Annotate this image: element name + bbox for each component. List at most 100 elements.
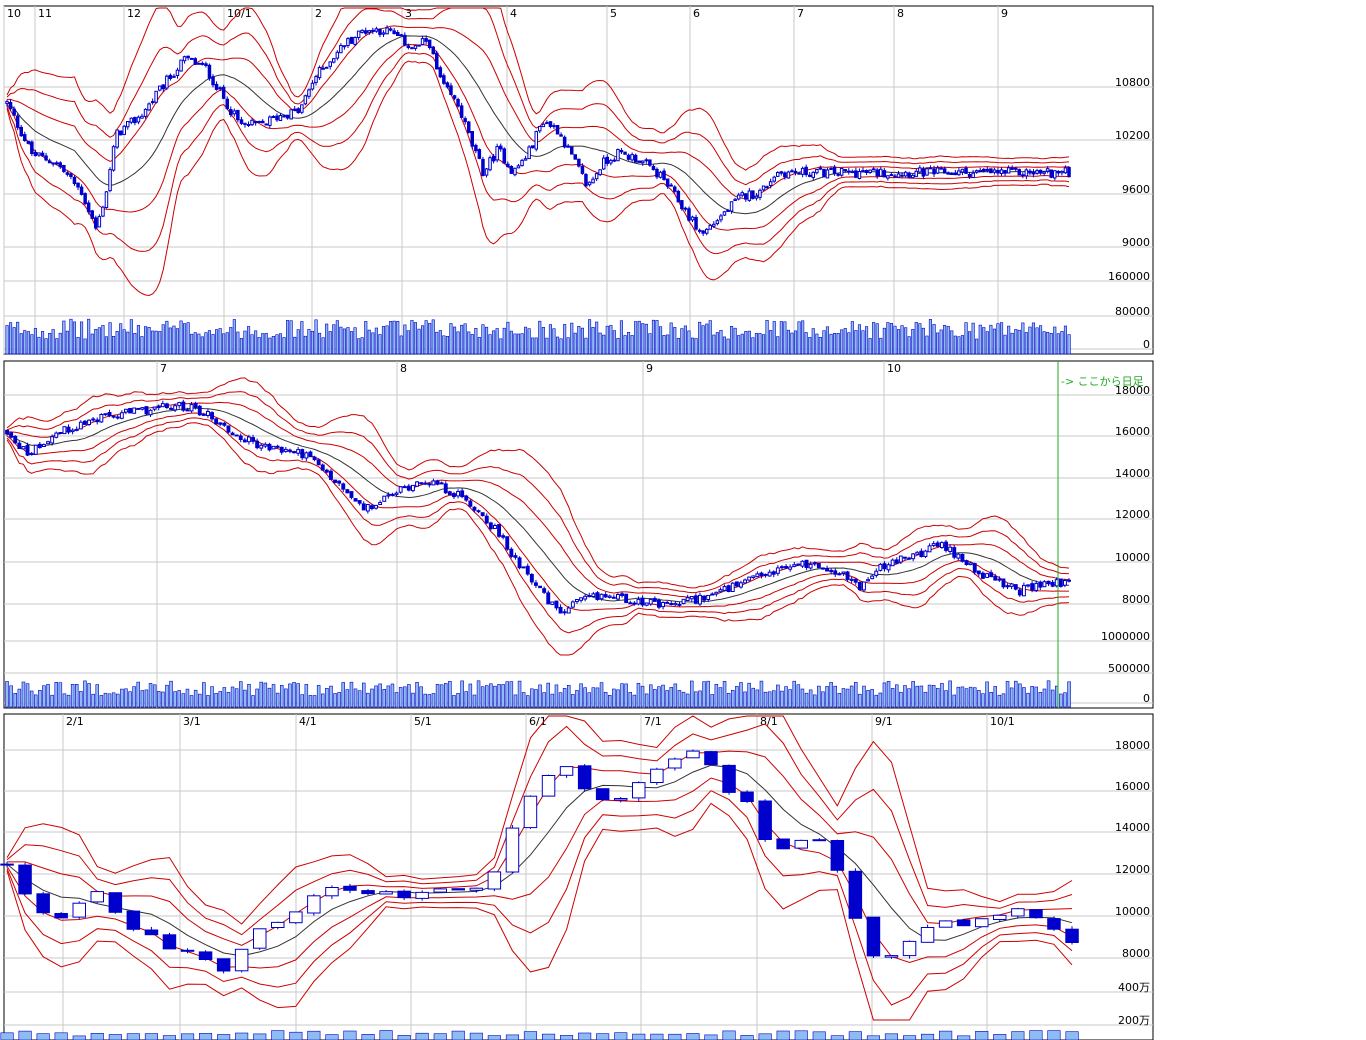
candle-body	[921, 168, 926, 177]
volume-bar	[521, 692, 526, 708]
x-tick-label: 5/1	[414, 715, 432, 728]
candle-body	[107, 412, 112, 417]
candle-body	[484, 168, 489, 176]
volume-bar	[653, 689, 657, 708]
volume-bar	[312, 695, 317, 708]
candle-body	[300, 104, 304, 113]
volume-bar	[882, 682, 887, 708]
volume-bar	[497, 684, 501, 708]
candle-body	[1021, 174, 1025, 177]
volume-bar	[804, 332, 808, 355]
volume-bar	[694, 338, 698, 355]
candle-body	[87, 419, 91, 426]
volume-bar	[558, 692, 563, 708]
candle-body	[316, 459, 321, 466]
volume-bar	[737, 335, 741, 355]
candle-body	[335, 51, 340, 59]
volume-bar	[698, 690, 702, 708]
volume-bar	[706, 680, 710, 708]
volume-bar	[555, 336, 560, 355]
candle-body	[410, 47, 414, 50]
candle-body	[509, 166, 514, 174]
candle-body	[476, 510, 481, 513]
volume-bar	[435, 331, 439, 355]
volume-bar	[817, 685, 821, 708]
volume-bar	[1056, 333, 1060, 355]
volume-bar	[349, 331, 354, 355]
volume-bar	[797, 321, 801, 355]
candle-body	[715, 220, 720, 225]
candle-body	[768, 181, 773, 186]
volume-bar	[662, 334, 666, 355]
candle-body	[431, 480, 436, 486]
volume-bar	[624, 683, 628, 708]
x-tick-label: 2	[315, 7, 322, 20]
volume-bar	[214, 693, 218, 708]
volume-bar	[419, 686, 423, 708]
candle-body	[158, 85, 162, 91]
candle-body	[534, 131, 538, 150]
volume-bar	[193, 689, 198, 708]
volume-bar	[157, 691, 161, 708]
candle-body	[505, 536, 510, 550]
volume-bar	[661, 684, 665, 708]
volume-bar	[743, 691, 747, 708]
volume-bar	[23, 330, 27, 355]
volume-bar	[346, 327, 350, 355]
candle-body	[730, 582, 735, 593]
volume-bar	[673, 327, 677, 355]
volume-bar	[595, 687, 600, 708]
candle-body	[598, 169, 602, 176]
volume-bar	[952, 694, 956, 708]
candle-body	[374, 504, 379, 509]
candle-body	[148, 409, 153, 416]
candle-body	[676, 190, 681, 203]
candle-body	[115, 129, 119, 148]
candle-body	[896, 173, 901, 178]
candle-body	[815, 169, 819, 174]
candle-body	[397, 890, 411, 899]
candle-body	[402, 486, 407, 489]
volume-bar	[619, 320, 624, 355]
candle-body	[1028, 170, 1032, 174]
candle-body	[948, 546, 953, 553]
candle-body	[710, 593, 715, 596]
candle-body	[866, 579, 870, 582]
candle-body	[177, 402, 182, 407]
volume-bar	[492, 330, 496, 355]
volume-bar	[595, 321, 599, 355]
candle-body	[911, 553, 916, 560]
candle-body	[342, 45, 347, 48]
candle-body	[599, 593, 604, 600]
candle-body	[406, 485, 411, 491]
volume-bar	[940, 683, 944, 708]
candle-body	[632, 782, 646, 799]
candle-body	[950, 173, 954, 175]
candle-body	[74, 428, 79, 431]
volume-bar	[761, 334, 766, 355]
volume-bar	[410, 320, 414, 355]
volume-bar	[42, 685, 46, 708]
volume-bar	[944, 690, 948, 708]
volume-bar	[915, 685, 919, 708]
candle-body	[108, 892, 123, 913]
candle-body	[54, 432, 59, 438]
candle-body	[972, 563, 977, 573]
candle-body	[467, 121, 471, 133]
candle-body	[726, 585, 731, 593]
volume-bar	[407, 684, 411, 708]
volume-bar	[632, 1033, 646, 1040]
volume-bar	[744, 331, 748, 355]
volume-bar	[829, 333, 833, 355]
volume-bar	[165, 320, 169, 355]
candle-body	[255, 440, 260, 449]
candle-body	[740, 791, 754, 802]
volume-bar	[320, 693, 325, 708]
volume-bar	[676, 337, 680, 355]
candle-body	[374, 28, 379, 32]
candle-body	[619, 150, 624, 153]
volume-bar	[357, 690, 362, 708]
candle-body	[234, 948, 249, 972]
volume-bar	[626, 331, 631, 355]
volume-bar	[442, 335, 446, 355]
